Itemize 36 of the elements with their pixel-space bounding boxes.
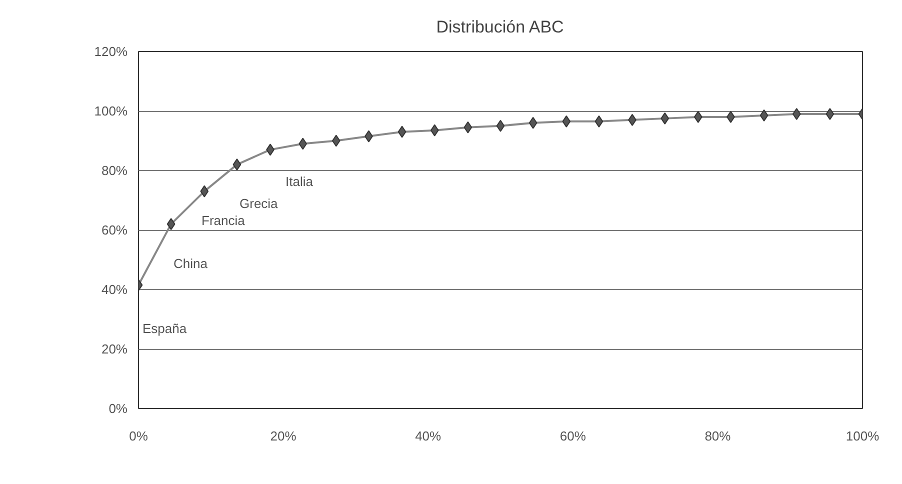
y-tick-label: 0% <box>108 401 128 416</box>
annotation: Francia <box>202 213 246 228</box>
y-tick-label: 20% <box>101 342 128 356</box>
y-tick-label: 80% <box>101 163 128 178</box>
x-tick-label: 60% <box>560 428 586 444</box>
point <box>430 124 439 136</box>
point <box>660 112 670 124</box>
annotation: Italia <box>286 174 314 189</box>
annotation: España <box>142 321 188 336</box>
point <box>332 134 340 147</box>
point <box>826 108 834 120</box>
point <box>760 109 768 122</box>
chart-title: Distribución ABC <box>436 18 564 36</box>
annotation: China <box>174 256 208 271</box>
point <box>398 126 406 138</box>
y-tick-label: 120% <box>94 44 128 59</box>
point <box>528 116 538 129</box>
y-tick-label: 100% <box>94 104 128 118</box>
x-tick-label: 80% <box>704 428 732 444</box>
point <box>464 121 472 134</box>
point <box>166 218 176 230</box>
annotation: Grecia <box>240 196 279 211</box>
point <box>562 115 571 128</box>
point <box>496 120 505 132</box>
point <box>594 115 604 128</box>
point <box>694 110 702 123</box>
x-tick-label: 0% <box>129 428 148 444</box>
point <box>200 185 209 198</box>
y-tick-label: 40% <box>101 282 128 297</box>
y-tick-label: 60% <box>101 222 128 238</box>
point <box>232 158 242 171</box>
x-tick-label: 40% <box>415 428 442 444</box>
x-tick-label: 100% <box>846 428 880 444</box>
x-tick-label: 20% <box>270 428 297 444</box>
point <box>298 138 308 150</box>
point <box>792 108 801 120</box>
